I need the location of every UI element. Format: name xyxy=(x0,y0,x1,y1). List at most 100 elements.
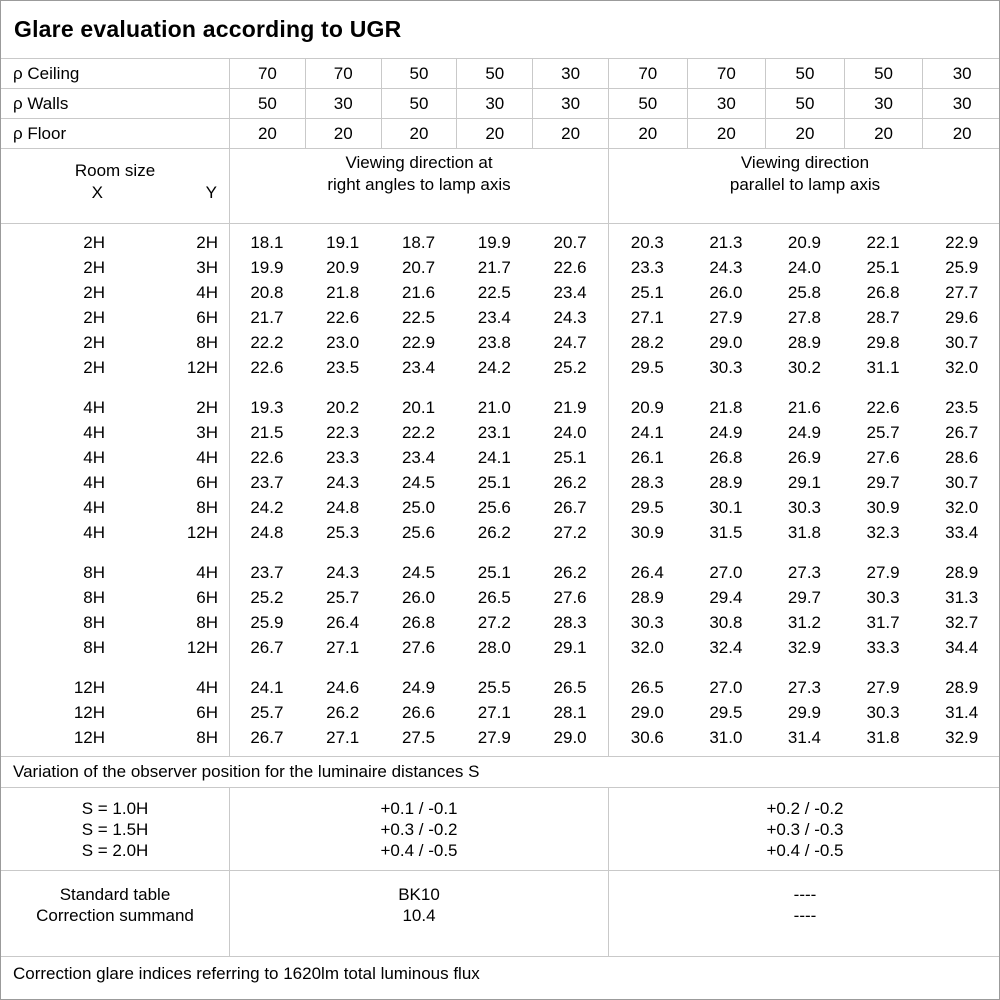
ugr-value-parallel: 33.4 xyxy=(945,523,979,542)
ugr-value-right-angles: 24.5 xyxy=(401,563,436,582)
group-separator xyxy=(608,224,609,756)
reflectance-value: 30 xyxy=(843,89,923,118)
room-row: 4H 2H 19.3 20.2 20.1 21.0 21.9 20.9 21.8 21.6 22.6… xyxy=(1,395,999,420)
ugr-value-parallel: 24.9 xyxy=(787,423,822,442)
ugr-value-right-angles: 18.1 xyxy=(250,233,284,252)
ugr-value-right-angles: 24.9 xyxy=(401,678,436,697)
ugr-value-right-angles: 24.8 xyxy=(326,498,360,517)
reflectance-value: 20 xyxy=(380,119,457,148)
ugr-value-right-angles: 27.1 xyxy=(326,638,360,657)
ugr-value-right-angles: 27.6 xyxy=(401,638,436,657)
ugr-value-parallel: 27.1 xyxy=(630,308,664,327)
reflectance-value: 20 xyxy=(532,119,608,148)
variation-note: Variation of the observer position for t… xyxy=(1,757,999,788)
reflectance-value: 50 xyxy=(843,59,923,88)
ugr-value-right-angles: 26.6 xyxy=(401,703,436,722)
reflectance-value: 30 xyxy=(532,59,608,88)
ugr-value-right-angles: 25.9 xyxy=(250,613,284,632)
x-column-label: X xyxy=(91,183,103,202)
s-correction-right-angles: +0.3 / -0.2 xyxy=(380,820,458,839)
room-size-y: 3H xyxy=(196,423,218,442)
room-size-y: 12H xyxy=(186,358,218,377)
ugr-value-parallel: 31.5 xyxy=(709,523,743,542)
block-gap xyxy=(1,660,999,675)
ugr-value-right-angles: 28.0 xyxy=(477,638,511,657)
ugr-value-parallel: 28.2 xyxy=(630,333,664,352)
reflectance-value: 50 xyxy=(765,59,844,88)
ugr-value-right-angles: 19.9 xyxy=(477,233,511,252)
reflectance-row: ρ Walls 50 30 50 30 30 50 30 50 30 30 xyxy=(1,89,999,119)
ugr-value-right-angles: 23.8 xyxy=(477,333,511,352)
ugr-value-right-angles: 21.5 xyxy=(250,423,284,442)
ugr-value-right-angles: 27.9 xyxy=(477,728,511,747)
room-size-y: 4H xyxy=(196,563,218,582)
ugr-value-parallel: 30.3 xyxy=(787,498,822,517)
room-size-x: 8H xyxy=(83,588,105,607)
ugr-value-right-angles: 26.7 xyxy=(250,638,284,657)
ugr-value-parallel: 31.3 xyxy=(945,588,979,607)
ugr-value-right-angles: 25.1 xyxy=(553,448,587,467)
ugr-value-right-angles: 26.7 xyxy=(553,498,587,517)
ugr-value-right-angles: 26.4 xyxy=(326,613,360,632)
ugr-value-parallel: 29.5 xyxy=(630,358,664,377)
ugr-value-right-angles: 24.6 xyxy=(326,678,360,697)
ugr-value-parallel: 31.1 xyxy=(866,358,900,377)
room-size-x: 4H xyxy=(83,423,105,442)
ugr-value-right-angles: 27.2 xyxy=(477,613,511,632)
reflectance-value: 30 xyxy=(532,89,608,118)
ugr-value-parallel: 31.4 xyxy=(945,703,979,722)
ugr-value-parallel: 28.9 xyxy=(709,473,743,492)
table-header-row: Room size X Y Viewing direction at right… xyxy=(1,149,999,224)
room-size-x: 4H xyxy=(83,498,105,517)
ugr-value-parallel: 27.6 xyxy=(866,448,900,467)
room-size-x: 4H xyxy=(83,523,105,542)
s-distance-label: S = 1.5H xyxy=(81,820,149,839)
ugr-value-parallel: 30.6 xyxy=(630,728,664,747)
ugr-value-right-angles: 21.9 xyxy=(553,398,587,417)
ugr-value-right-angles: 27.2 xyxy=(553,523,587,542)
ugr-value-right-angles: 25.2 xyxy=(250,588,284,607)
ugr-value-right-angles: 21.8 xyxy=(326,283,360,302)
reflectance-value: 30 xyxy=(922,89,999,118)
ugr-value-right-angles: 20.1 xyxy=(401,398,436,417)
reflectance-value: 50 xyxy=(229,89,305,118)
reflectance-value: 30 xyxy=(922,59,999,88)
parallel-group-header: Viewing direction parallel to lamp axis xyxy=(608,149,999,223)
title-row: Glare evaluation according to UGR xyxy=(1,1,999,59)
reflectance-row: ρ Ceiling 70 70 50 50 30 70 70 50 50 30 xyxy=(1,59,999,89)
ugr-value-parallel: 30.3 xyxy=(709,358,743,377)
room-size-x: 2H xyxy=(83,358,105,377)
ugr-value-right-angles: 25.7 xyxy=(326,588,360,607)
ugr-value-parallel: 31.8 xyxy=(787,523,822,542)
ugr-value-right-angles: 23.7 xyxy=(250,563,284,582)
ugr-value-parallel: 32.0 xyxy=(945,498,979,517)
summary-section: Standard table Correction summand BK10 10.… xyxy=(1,871,999,957)
room-row: 12H 8H 26.7 27.1 27.5 27.9 29.0 30.6 31.0 31.4 31.… xyxy=(1,725,999,750)
ugr-value-parallel: 30.8 xyxy=(709,613,743,632)
room-size-y: 6H xyxy=(196,703,218,722)
s-distance-labels: S = 1.0H S = 1.5H S = 2.0H xyxy=(1,788,229,870)
room-size-x: 8H xyxy=(83,613,105,632)
room-size-x: 4H xyxy=(83,473,105,492)
ugr-value-parallel: 25.7 xyxy=(866,423,900,442)
room-row: 2H 12H 22.6 23.5 23.4 24.2 25.2 29.5 30.3 30.2 31.… xyxy=(1,355,999,380)
ugr-value-parallel: 27.9 xyxy=(866,563,900,582)
ugr-value-parallel: 27.8 xyxy=(787,308,822,327)
ugr-value-parallel: 28.6 xyxy=(945,448,979,467)
summary-labels: Standard table Correction summand xyxy=(1,871,229,956)
ugr-value-parallel: 30.1 xyxy=(709,498,743,517)
s-correction-right-angles: +0.4 / -0.5 xyxy=(380,841,458,860)
room-row: 4H 3H 21.5 22.3 22.2 23.1 24.0 24.1 24.9 24.9 25.7… xyxy=(1,420,999,445)
ugr-value-parallel: 24.9 xyxy=(709,423,743,442)
ugr-value-parallel: 22.9 xyxy=(945,233,979,252)
ugr-value-parallel: 32.0 xyxy=(945,358,979,377)
footer-note: Correction glare indices referring to 16… xyxy=(13,964,480,983)
reflectance-value: 20 xyxy=(229,119,305,148)
ugr-value-parallel: 30.9 xyxy=(630,523,664,542)
ugr-value-parallel: 28.9 xyxy=(787,333,822,352)
ugr-value-right-angles: 26.5 xyxy=(477,588,511,607)
ugr-value-parallel: 21.3 xyxy=(709,233,743,252)
ugr-value-parallel: 31.4 xyxy=(787,728,822,747)
room-row: 8H 12H 26.7 27.1 27.6 28.0 29.1 32.0 32.4 32.9 33.… xyxy=(1,635,999,660)
ugr-data-rows: 2H 2H 18.1 19.1 18.7 19.9 20.7 20.3 21.3 20.9 22.1… xyxy=(1,230,999,750)
